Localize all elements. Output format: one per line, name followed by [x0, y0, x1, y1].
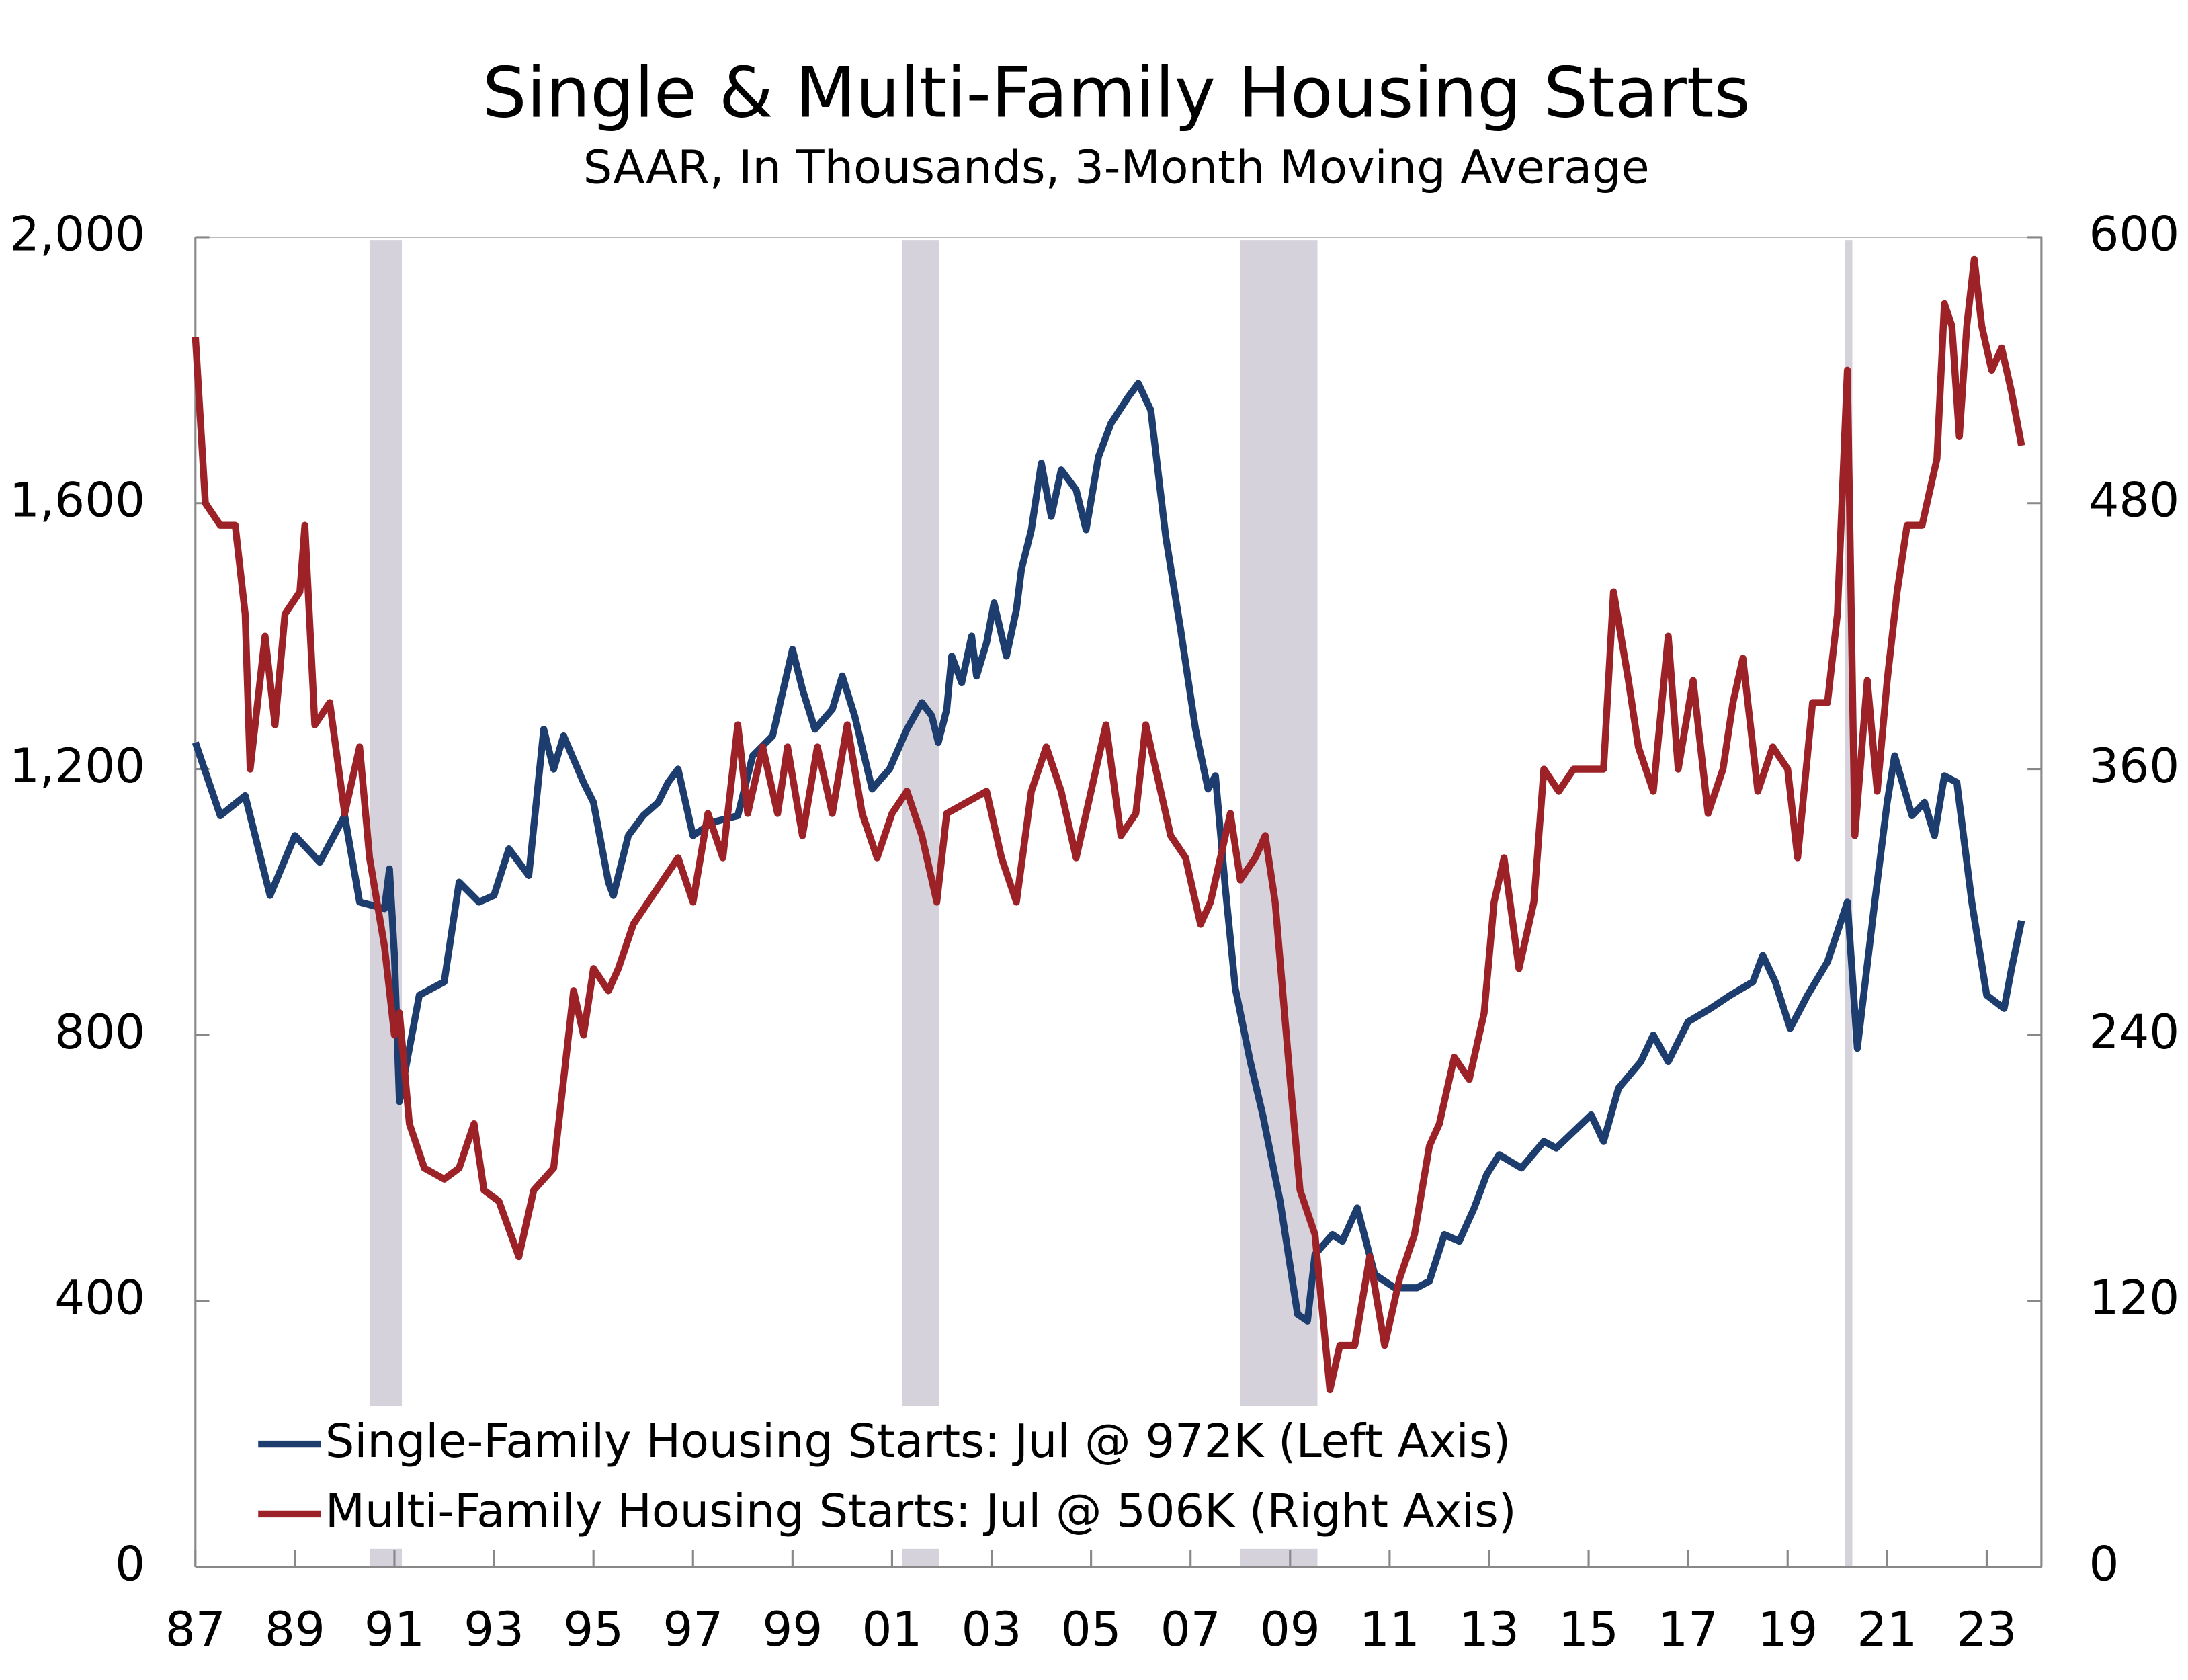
- y2-tick-label: 120: [2089, 1270, 2179, 1326]
- x-tick-label: 91: [364, 1601, 425, 1657]
- y2-tick-label: 600: [2089, 206, 2179, 262]
- x-tick-label: 09: [1260, 1601, 1320, 1657]
- x-tick-label: 07: [1161, 1601, 1221, 1657]
- x-tick-label: 95: [563, 1601, 624, 1657]
- x-tick-label: 11: [1359, 1601, 1420, 1657]
- chart-title: Single & Multi-Family Housing Starts: [482, 53, 1751, 134]
- x-tick-label: 05: [1061, 1601, 1122, 1657]
- y-tick-label: 800: [54, 1004, 145, 1060]
- x-tick-label: 97: [663, 1601, 723, 1657]
- x-tick-label: 17: [1658, 1601, 1718, 1657]
- recession-band: [1240, 240, 1318, 1567]
- series-line: [192, 255, 2025, 1394]
- y-tick-label: 2,000: [9, 206, 145, 262]
- legend-label: Single-Family Housing Starts: Jul @ 972K…: [325, 1415, 1511, 1468]
- recession-band: [902, 240, 939, 1567]
- x-tick-label: 93: [464, 1601, 524, 1657]
- x-tick-label: 15: [1558, 1601, 1619, 1657]
- legend-background: [244, 1406, 1654, 1549]
- chart-subtitle: SAAR, In Thousands, 3-Month Moving Avera…: [583, 140, 1650, 194]
- x-tick-label: 23: [1957, 1601, 2017, 1657]
- x-tick-label: 01: [862, 1601, 923, 1657]
- x-tick-label: 13: [1459, 1601, 1519, 1657]
- legend-label: Multi-Family Housing Starts: Jul @ 506K …: [325, 1484, 1517, 1538]
- y-tick-label: 1,200: [9, 738, 145, 794]
- series-line: [192, 380, 2025, 1325]
- y2-tick-label: 360: [2089, 738, 2179, 794]
- x-tick-label: 87: [165, 1601, 226, 1657]
- y-tick-label: 400: [54, 1270, 145, 1326]
- y-tick-label: 1,600: [9, 472, 145, 528]
- y-tick-label: 0: [115, 1536, 145, 1591]
- y2-tick-label: 480: [2089, 472, 2179, 528]
- x-tick-label: 03: [962, 1601, 1022, 1657]
- x-tick-label: 99: [762, 1601, 823, 1657]
- x-tick-label: 21: [1857, 1601, 1917, 1657]
- x-tick-label: 19: [1757, 1601, 1818, 1657]
- y2-tick-label: 240: [2089, 1004, 2179, 1060]
- y2-tick-label: 0: [2089, 1536, 2119, 1591]
- x-tick-label: 89: [265, 1601, 325, 1657]
